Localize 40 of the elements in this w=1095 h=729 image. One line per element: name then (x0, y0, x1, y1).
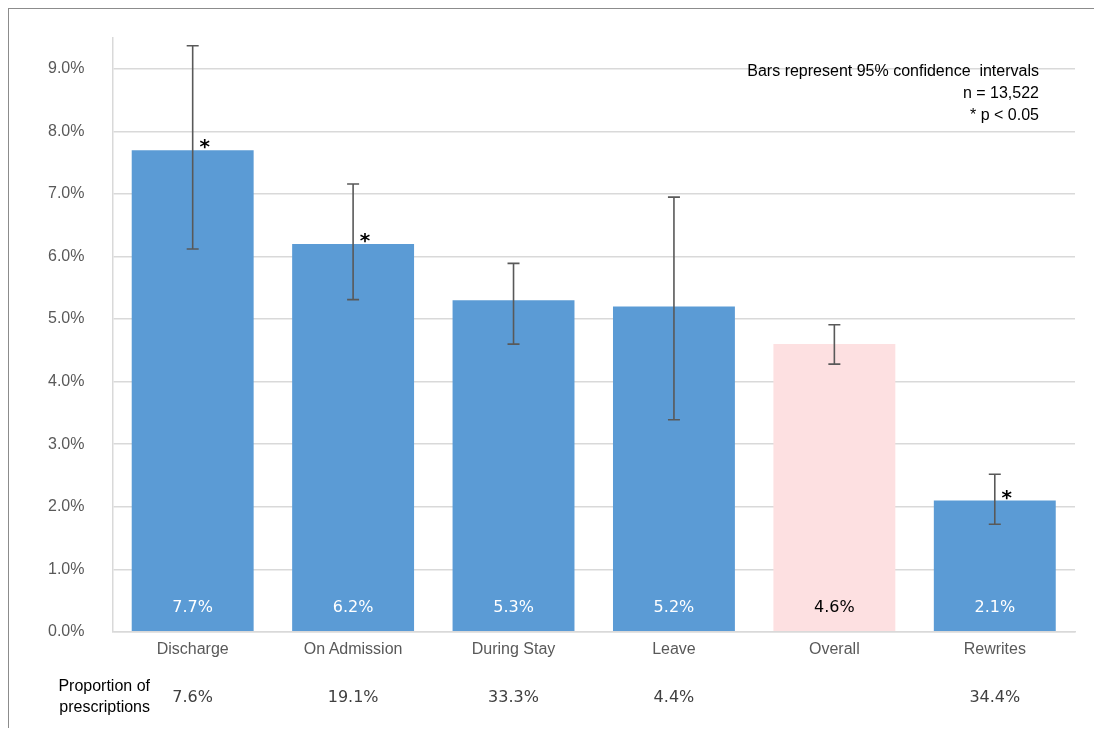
data-label: 5.2% (653, 596, 695, 616)
x-tick-label: On Admission (303, 639, 403, 657)
y-tick-label: 7.0% (48, 184, 85, 202)
bar (452, 300, 575, 632)
annotation: * (359, 228, 371, 253)
y-tick-label: 2.0% (48, 497, 85, 515)
annotation: n = 13,522 (962, 84, 1040, 102)
bar (131, 150, 254, 632)
bar (773, 344, 896, 632)
x-tick-label: Discharge (156, 639, 229, 657)
bar (292, 244, 415, 632)
text: 34.4% (969, 687, 1021, 707)
y-tick-label: 9.0% (48, 59, 85, 77)
x-tick-label: Overall (809, 639, 860, 657)
y-tick-label: 8.0% (48, 121, 85, 139)
text: 19.1% (327, 687, 379, 707)
data-label: 4.6% (814, 596, 855, 616)
y-tick-label: 3.0% (48, 434, 85, 452)
data-label: 7.7% (172, 596, 214, 616)
text: 4.4% (653, 687, 695, 707)
text: 7.6% (172, 687, 214, 707)
text: 33.3% (488, 687, 539, 707)
annotation: * (1001, 484, 1013, 509)
data-label: 6.2% (332, 596, 374, 616)
x-tick-label: During Stay (471, 639, 556, 657)
bar (933, 500, 1056, 632)
annotation: * p < 0.05 (970, 106, 1040, 124)
x-tick-label: Leave (652, 639, 696, 657)
y-tick-label: 1.0% (48, 559, 85, 577)
y-tick-label: 5.0% (48, 309, 85, 327)
x-tick-label: Rewrites (963, 639, 1026, 657)
annotation: Bars represent 95% confidence intervals (747, 62, 1039, 80)
annotation: * (199, 134, 211, 159)
data-label: 5.3% (493, 596, 534, 616)
y-tick-label: 0.0% (48, 622, 85, 640)
y-tick-label: 6.0% (48, 246, 85, 264)
text: Proportion of prescriptions (58, 677, 151, 716)
data-label: 2.1% (974, 596, 1016, 616)
bar (612, 306, 735, 632)
y-tick-label: 4.0% (48, 372, 85, 390)
